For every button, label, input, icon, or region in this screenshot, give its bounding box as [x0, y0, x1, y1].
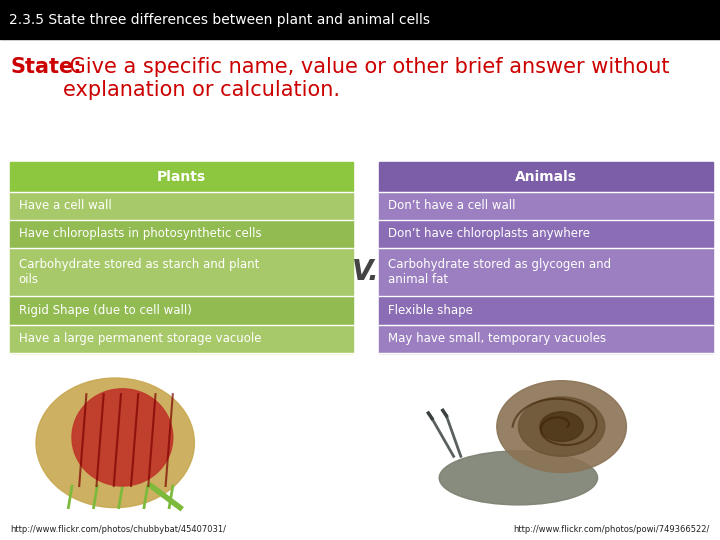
Ellipse shape: [540, 411, 583, 442]
Text: Carbohydrate stored as glycogen and
animal fat: Carbohydrate stored as glycogen and anim…: [388, 258, 611, 286]
Text: Carbohydrate stored as starch and plant
oils: Carbohydrate stored as starch and plant …: [19, 258, 259, 286]
Text: Animals: Animals: [515, 170, 577, 184]
Bar: [379, 296, 713, 325]
Bar: [379, 248, 713, 296]
Ellipse shape: [36, 378, 194, 508]
Bar: [379, 325, 713, 353]
Text: 2.3.5 State three differences between plant and animal cells: 2.3.5 State three differences between pl…: [9, 13, 430, 26]
Text: Don’t have a cell wall: Don’t have a cell wall: [388, 199, 516, 212]
Text: Plants: Plants: [157, 170, 206, 184]
Text: V.: V.: [352, 258, 379, 286]
Text: http://www.flickr.com/photos/powi/749366522/: http://www.flickr.com/photos/powi/749366…: [513, 524, 710, 534]
Text: State: Give a specific name, value or other brief answer without
explanation or : State: Give a specific name, value or ot…: [10, 57, 679, 100]
Ellipse shape: [518, 397, 605, 456]
Bar: [379, 192, 713, 220]
Text: Don’t have chloroplasts anywhere: Don’t have chloroplasts anywhere: [388, 227, 590, 240]
Bar: [379, 220, 713, 248]
Text: Have a cell wall: Have a cell wall: [19, 199, 112, 212]
Bar: [379, 162, 713, 192]
Text: Flexible shape: Flexible shape: [388, 304, 473, 317]
Text: http://www.flickr.com/photos/chubbybat/45407031/: http://www.flickr.com/photos/chubbybat/4…: [10, 524, 226, 534]
Text: May have small, temporary vacuoles: May have small, temporary vacuoles: [388, 332, 606, 345]
Bar: [0, 0, 720, 39]
Bar: [0, 354, 720, 540]
Ellipse shape: [439, 451, 598, 505]
Text: Have chloroplasts in photosynthetic cells: Have chloroplasts in photosynthetic cell…: [19, 227, 261, 240]
Bar: [10, 162, 353, 192]
Text: Rigid Shape (due to cell wall): Rigid Shape (due to cell wall): [19, 304, 192, 317]
Text: State:: State:: [10, 57, 81, 77]
Bar: [10, 220, 353, 248]
Ellipse shape: [72, 389, 173, 486]
Bar: [10, 325, 353, 353]
Bar: [10, 296, 353, 325]
Text: Give a specific name, value or other brief answer without
explanation or calcula: Give a specific name, value or other bri…: [63, 57, 669, 100]
Ellipse shape: [497, 381, 626, 472]
Text: Have a large permanent storage vacuole: Have a large permanent storage vacuole: [19, 332, 261, 345]
Bar: [10, 192, 353, 220]
Bar: [10, 248, 353, 296]
